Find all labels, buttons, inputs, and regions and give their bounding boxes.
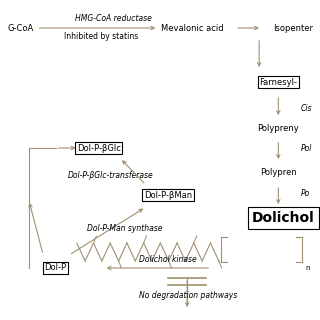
Text: Isopenter: Isopenter [274,23,314,33]
Text: Dol-P-βMan: Dol-P-βMan [144,190,192,199]
Text: Dol-P-βGlc: Dol-P-βGlc [77,143,121,153]
Text: HMG-CoA reductase: HMG-CoA reductase [75,13,152,22]
Text: G-CoA: G-CoA [8,23,34,33]
Text: Dol-P: Dol-P [44,263,67,273]
Text: Polypreny: Polypreny [258,124,299,132]
Text: Farnesyl-: Farnesyl- [259,77,297,86]
Text: Dolichol kinase: Dolichol kinase [139,255,197,265]
Text: Dol-P-Man synthase: Dol-P-Man synthase [87,223,163,233]
Text: Polypren: Polypren [260,167,297,177]
Text: Cis: Cis [300,103,312,113]
Text: Pol: Pol [300,143,312,153]
Text: Dolichol: Dolichol [252,211,315,225]
Text: No degradation pathways: No degradation pathways [139,291,237,300]
Text: Mevalonic acid: Mevalonic acid [161,23,223,33]
Text: n: n [305,265,310,271]
Text: Inhibited by statins: Inhibited by statins [64,31,138,41]
Text: Dol-P-βGlc-transferase: Dol-P-βGlc-transferase [68,171,153,180]
Text: Po: Po [300,188,310,197]
